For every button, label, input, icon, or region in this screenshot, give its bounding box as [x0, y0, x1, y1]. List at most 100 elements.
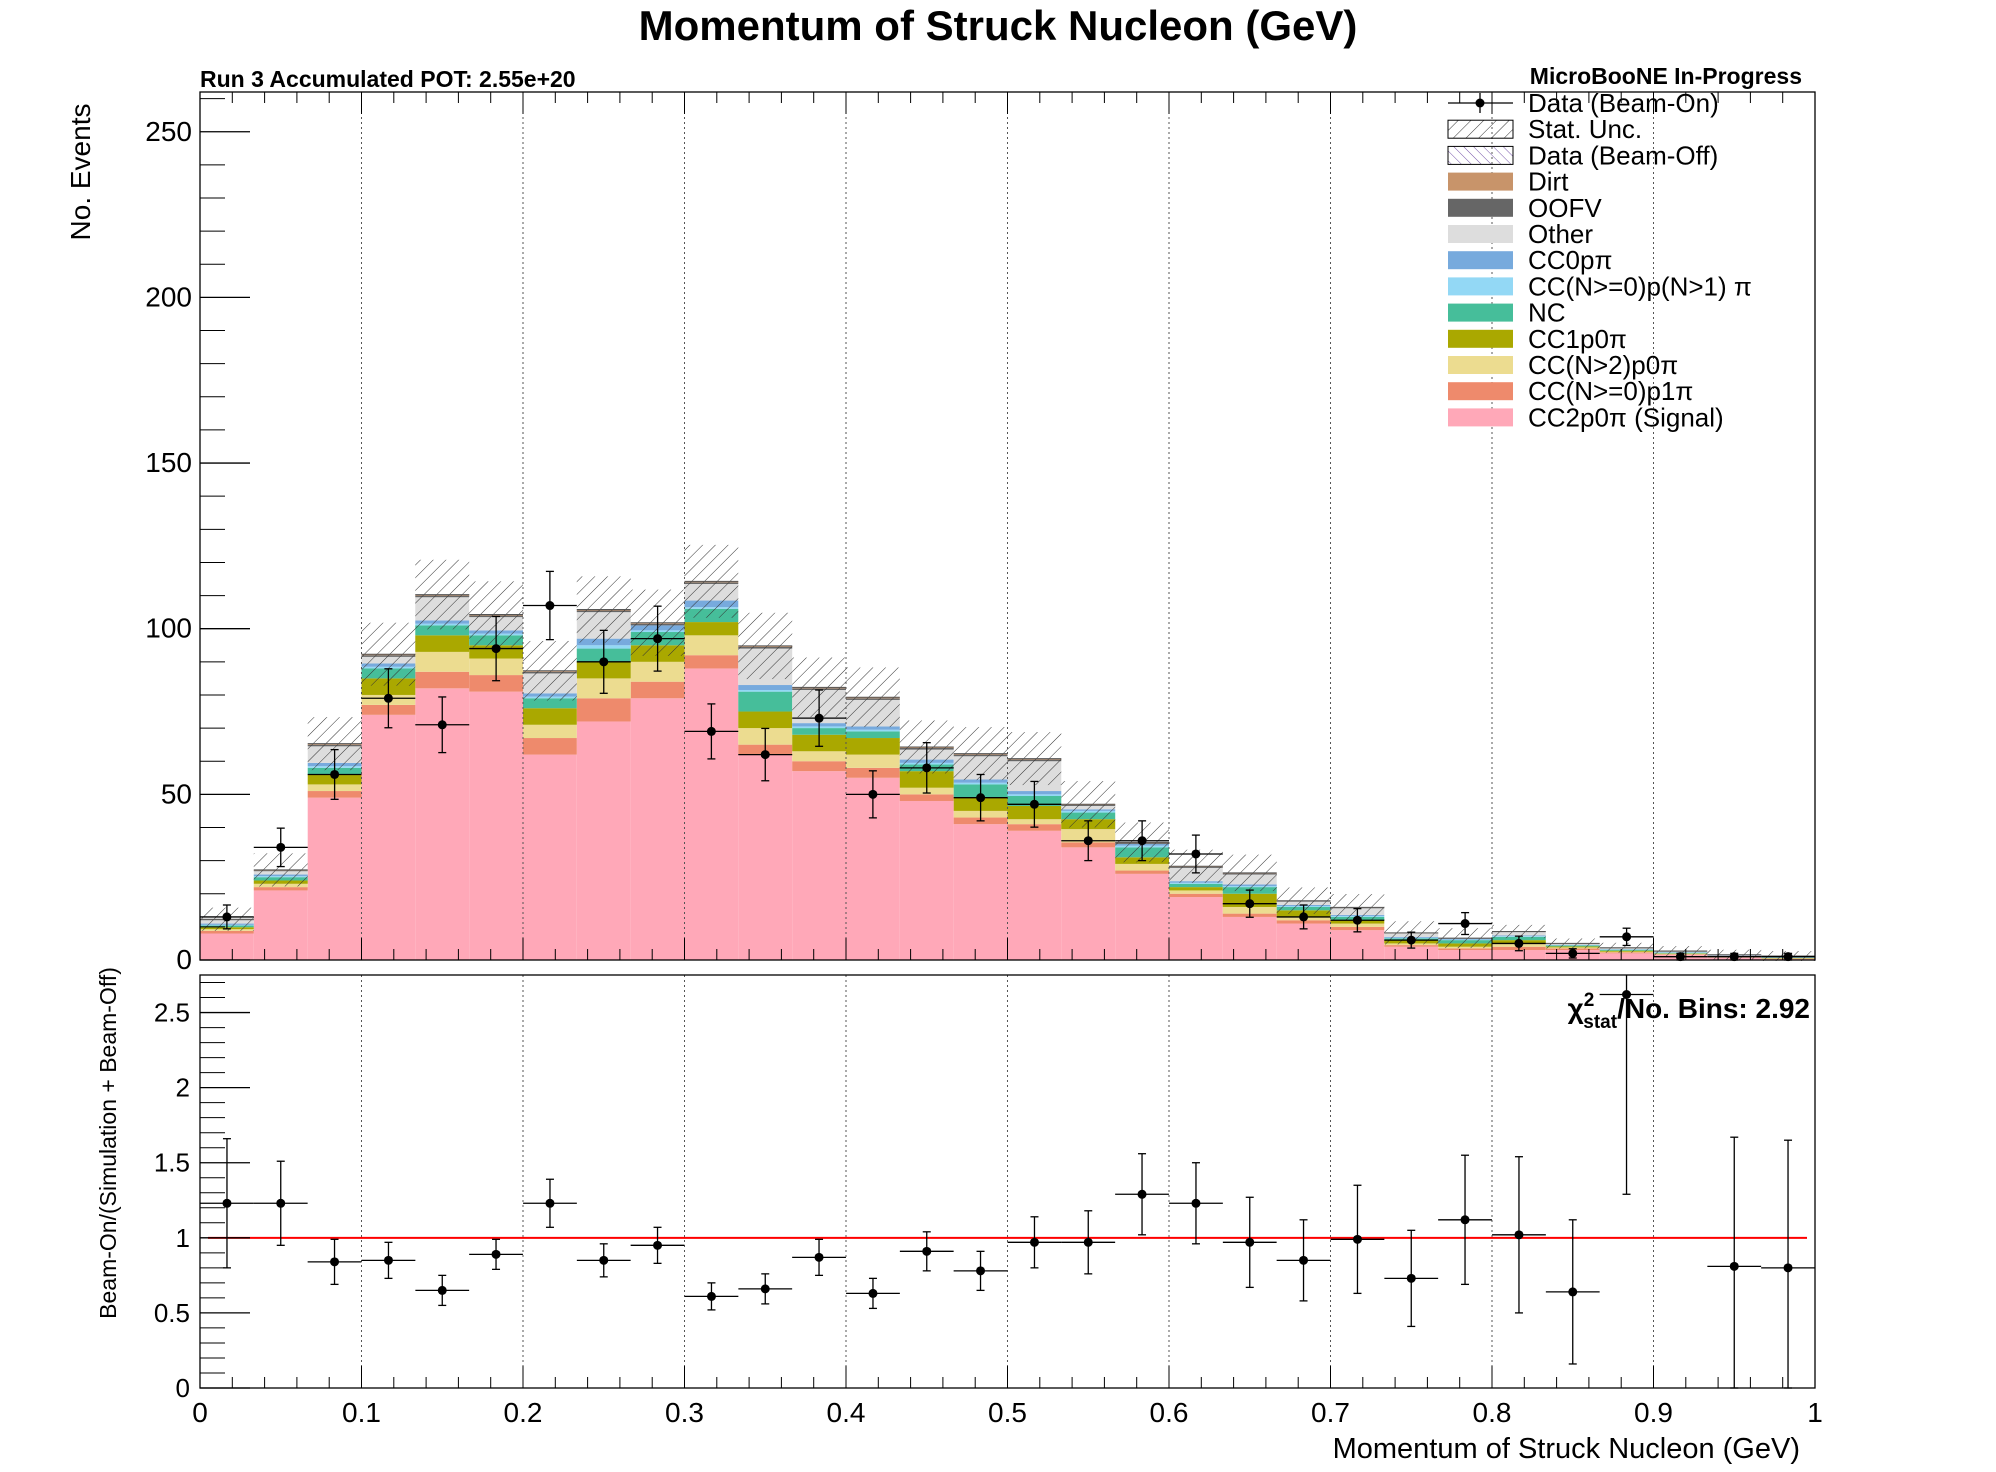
stack-bar [792, 761, 846, 772]
stack-bar [1169, 897, 1223, 960]
stack-bar [576, 721, 631, 960]
stack-bar [523, 698, 577, 709]
data-point [706, 726, 716, 736]
ratio-point [1622, 990, 1632, 1000]
stack-bar [307, 797, 362, 960]
data-point [653, 634, 663, 644]
ratio-point [1729, 1261, 1739, 1271]
ratio-point [1568, 1287, 1578, 1297]
stack-bar [846, 726, 900, 730]
y-tick-label: 1 [176, 1223, 190, 1253]
stack-bar [738, 685, 793, 690]
data-point [814, 713, 824, 723]
stack-bar [200, 930, 254, 934]
data-point [276, 842, 286, 852]
stack-bar [415, 651, 470, 672]
stack-bar [1169, 883, 1223, 888]
legend-label: OOFV [1528, 193, 1602, 223]
ratio-point [1514, 1230, 1524, 1240]
stack-bar [1061, 847, 1116, 960]
data-point [1514, 938, 1524, 948]
legend-label: CC0pπ [1528, 245, 1612, 275]
stack-bar [1115, 873, 1169, 960]
ratio-point [1783, 1263, 1793, 1273]
stack-bar [1169, 893, 1223, 898]
legend-swatch [1448, 303, 1513, 322]
y-tick-label: 0 [176, 1373, 190, 1403]
stack-bar [899, 794, 954, 801]
legend-label: Data (Beam-On) [1528, 88, 1719, 118]
stack-bar [684, 635, 739, 656]
ratio-point [222, 1198, 232, 1208]
ratio-point [1352, 1234, 1362, 1244]
chi2-rest: /No. Bins: 2.92 [1617, 993, 1810, 1024]
legend-swatch [1448, 251, 1513, 270]
stack-bar [523, 754, 577, 960]
ratio-point [1191, 1198, 1201, 1208]
legend-label: CC(N>=0)p(N>1) π [1528, 271, 1752, 301]
stack-bar [738, 754, 793, 960]
legend-swatch-unc [1447, 119, 1514, 139]
bottom-y-axis-label: Beam-On/(Simulation + Beam-Off) [95, 967, 121, 1319]
legend-swatch [1448, 382, 1513, 401]
data-point [1568, 948, 1578, 958]
data-point [1191, 849, 1201, 859]
stack-bar [684, 622, 739, 636]
ratio-point [1460, 1215, 1470, 1225]
data-point [1029, 799, 1039, 809]
stack-bar [1438, 948, 1492, 951]
stack-bar [415, 671, 470, 689]
data-point [1460, 919, 1470, 929]
chi2-sup: 2 [1584, 990, 1595, 1011]
y-tick-label: 100 [145, 613, 192, 644]
stack-bar [1276, 923, 1331, 960]
data-point [437, 720, 447, 730]
stack-bar [630, 661, 685, 682]
y-tick-label: 1.5 [154, 1148, 190, 1178]
stack-bar [253, 887, 308, 891]
stack-bar [1115, 870, 1169, 874]
legend-swatch [1448, 198, 1513, 217]
data-point [1729, 952, 1739, 962]
data-point [1675, 952, 1685, 962]
data-point [222, 912, 232, 922]
chi2-symbol: χ [1568, 993, 1584, 1024]
x-tick-label: 0.7 [1311, 1397, 1350, 1428]
data-point [1299, 912, 1309, 922]
data-point [383, 693, 393, 703]
ratio-point [706, 1291, 716, 1301]
data-point [330, 769, 340, 779]
stack-bar [953, 824, 1008, 960]
data-point [491, 644, 501, 654]
data-point [1622, 932, 1632, 942]
chi2-annotation: χ2 stat/No. Bins: 2.92 [1568, 990, 1810, 1033]
y-tick-label: 0.5 [154, 1298, 190, 1328]
stack-bar [1330, 930, 1385, 960]
bottom-axes: 0 0.5 1 1.5 2 2.5 0 0.1 0.2 0.3 0.4 0.5 0.6 0.7 0.8 0.9… [154, 974, 1823, 1428]
stack-bar [523, 724, 577, 739]
pot-label: Run 3 Accumulated POT: 2.55e+20 [200, 66, 576, 92]
data-point [1245, 899, 1255, 909]
data-point [976, 793, 986, 803]
stack-bar [846, 729, 900, 732]
stack-bar [684, 655, 739, 669]
stack-bar [792, 751, 846, 762]
top-axes: 0 50 100 150 200 250 [145, 91, 1816, 975]
x-tick-label: 0.9 [1634, 1397, 1673, 1428]
data-point [1406, 935, 1416, 945]
stack-bar [792, 771, 846, 960]
ratio-point [437, 1285, 447, 1295]
beam-on-data-points [200, 570, 1815, 962]
ratio-point [599, 1255, 609, 1265]
legend-label: Data (Beam-Off) [1528, 140, 1718, 170]
ratio-point [1083, 1237, 1093, 1247]
stack-bar [846, 738, 900, 755]
legend-swatch [1448, 408, 1513, 427]
ratio-points [200, 975, 1815, 1389]
ratio-point [1137, 1189, 1147, 1199]
ratio-point [1029, 1237, 1039, 1247]
stat-unc-bands [200, 544, 1815, 961]
legend: Data (Beam-On)Stat. Unc.Data (Beam-Off)D… [1447, 88, 1752, 432]
legend-label: Stat. Unc. [1528, 114, 1642, 144]
